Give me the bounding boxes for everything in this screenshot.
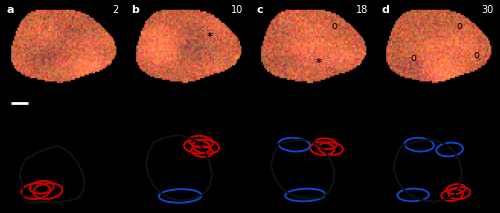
Text: d: d (382, 5, 390, 15)
Text: o: o (332, 21, 338, 31)
Text: o: o (285, 81, 291, 91)
Text: o: o (410, 53, 416, 62)
Text: o: o (474, 50, 480, 60)
Text: a: a (6, 5, 14, 15)
Text: *: * (316, 58, 322, 68)
Text: 18: 18 (356, 5, 368, 15)
Text: *: * (38, 87, 44, 97)
Text: *: * (462, 81, 468, 91)
Text: o: o (456, 21, 462, 31)
Text: *: * (206, 32, 212, 42)
Text: 2: 2 (112, 5, 118, 15)
Text: 30: 30 (482, 5, 494, 15)
Text: 10: 10 (232, 5, 243, 15)
Text: b: b (132, 5, 140, 15)
Text: c: c (256, 5, 263, 15)
Text: o: o (158, 78, 164, 88)
